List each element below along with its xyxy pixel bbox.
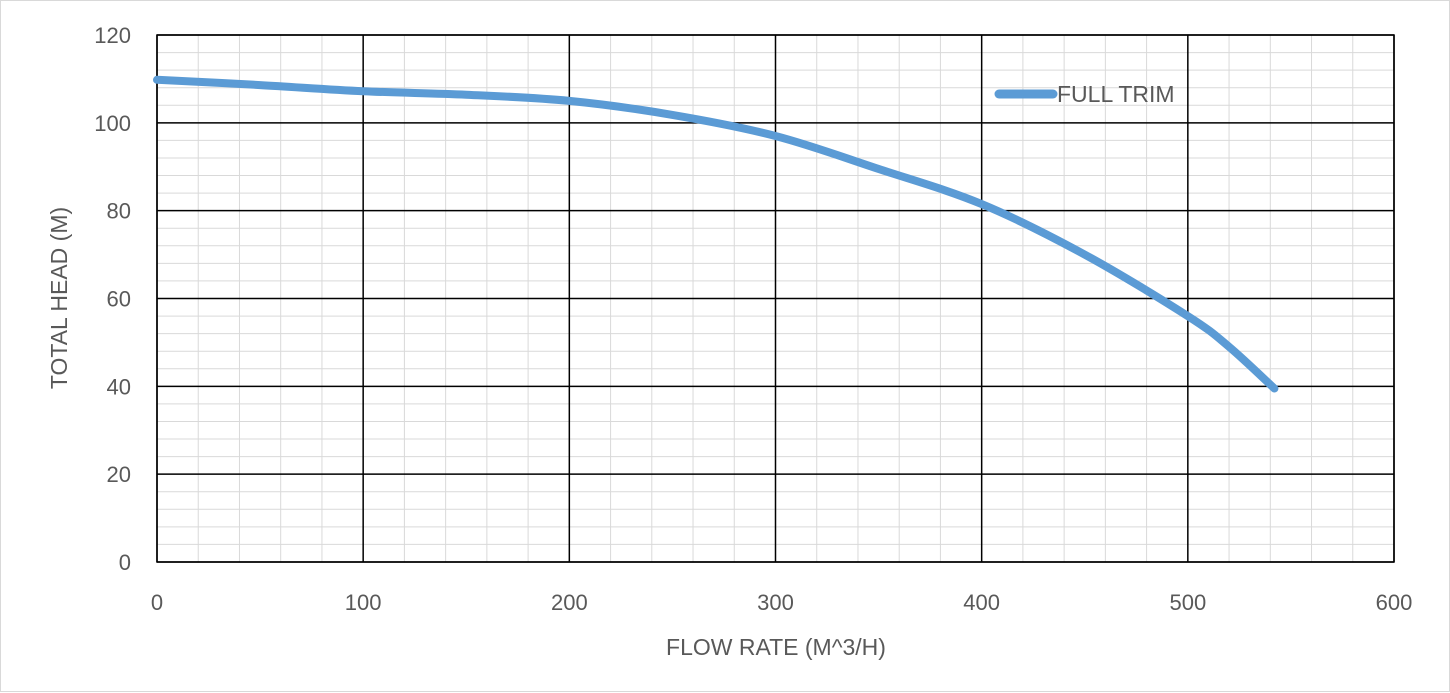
series-line-0 <box>153 75 1279 393</box>
y-tick-labels: 0 20 40 60 80 100 120 <box>94 23 131 575</box>
y-tick-label-0: 0 <box>119 550 131 575</box>
x-tick-label-500: 500 <box>1169 590 1206 615</box>
y-tick-label-120: 120 <box>94 23 131 48</box>
x-tick-label-100: 100 <box>345 590 382 615</box>
x-tick-label-0: 0 <box>151 590 163 615</box>
series-layer <box>153 75 1279 393</box>
x-tick-label-300: 300 <box>757 590 794 615</box>
major-gridlines <box>156 34 1395 563</box>
x-tick-label-600: 600 <box>1376 590 1413 615</box>
y-tick-label-80: 80 <box>107 199 131 224</box>
x-axis-title: FLOW RATE (M^3/H) <box>666 634 886 660</box>
legend: FULL TRIM <box>994 81 1175 107</box>
y-tick-label-60: 60 <box>107 287 131 312</box>
x-tick-label-200: 200 <box>551 590 588 615</box>
y-axis-title: TOTAL HEAD (M) <box>46 207 72 389</box>
plot-border <box>156 34 1395 563</box>
y-tick-label-20: 20 <box>107 462 131 487</box>
y-tick-label-40: 40 <box>107 374 131 399</box>
x-tick-labels: 0 100 200 300 400 500 600 <box>151 590 1412 615</box>
legend-label-full-trim: FULL TRIM <box>1057 81 1175 107</box>
y-tick-label-100: 100 <box>94 111 131 136</box>
x-tick-label-400: 400 <box>963 590 1000 615</box>
